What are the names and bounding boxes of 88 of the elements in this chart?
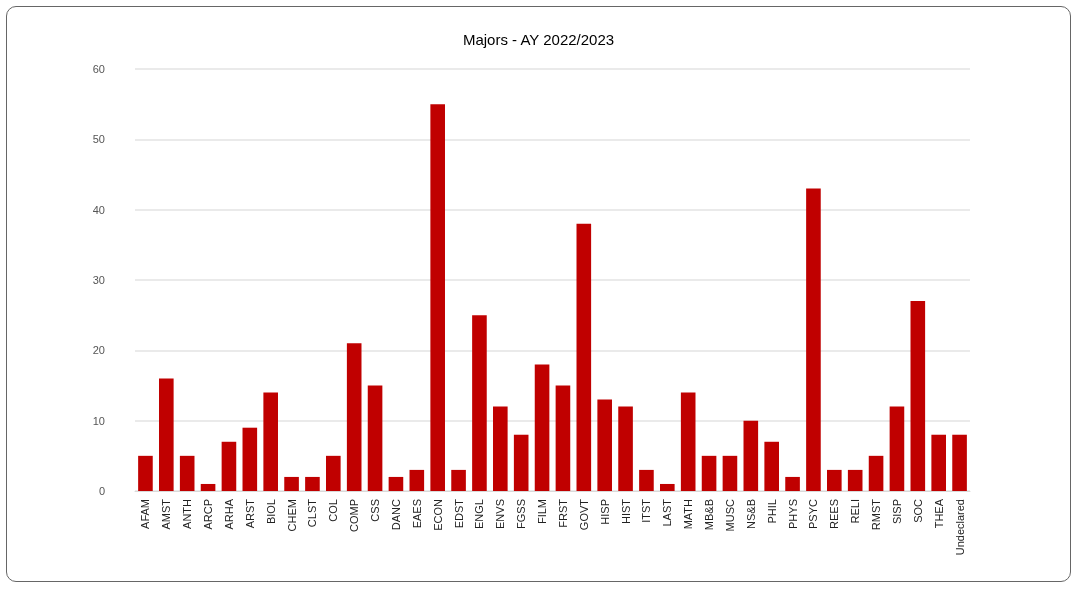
x-tick-label: PHIL (765, 499, 778, 524)
x-tick-label: MB&B (703, 499, 716, 531)
bar (660, 483, 675, 491)
x-tick-label: ECON (431, 498, 444, 531)
bar (534, 364, 550, 491)
x-tick-label: PSYC (807, 498, 820, 529)
x-tick-label: ARHA (222, 498, 235, 530)
bar (493, 406, 508, 491)
x-tick-label: REES (828, 499, 841, 529)
y-tick-label: 10 (92, 414, 105, 427)
bar (952, 434, 967, 491)
bar (722, 455, 738, 491)
x-tick-label: ITST (640, 498, 653, 523)
y-tick-label: 30 (92, 274, 105, 286)
x-tick-label: GOVT (577, 498, 590, 531)
bar (179, 455, 195, 491)
y-tick-label: 20 (92, 344, 105, 357)
x-tick-label: FILM (536, 499, 549, 525)
bar (806, 188, 821, 491)
bar (138, 455, 153, 491)
x-tick-label: PHYS (786, 499, 799, 529)
x-tick-label: SOC (911, 498, 924, 523)
x-tick-label: Undeclared (953, 499, 966, 556)
bar (764, 441, 779, 491)
y-tick-label: 0 (98, 485, 105, 497)
bar (743, 420, 759, 491)
x-tick-label: CSS (369, 499, 382, 522)
x-tick-label: FRST (556, 498, 569, 528)
bar (597, 399, 612, 491)
bar (367, 385, 383, 491)
bar (680, 392, 696, 491)
y-tick-label: 60 (92, 63, 105, 75)
bar (513, 434, 529, 491)
bar (785, 476, 800, 491)
x-tick-label: CHEM (285, 499, 298, 532)
bar (889, 406, 905, 491)
bar (701, 455, 717, 491)
bar (305, 476, 320, 491)
bar (910, 301, 926, 491)
x-tick-label: ENGL (473, 499, 486, 529)
x-tick-label: THEA (932, 498, 945, 529)
y-tick-label: 50 (92, 133, 105, 146)
x-tick-label: MUSC (723, 498, 736, 532)
x-tick-label: EDST (452, 498, 465, 529)
bar (472, 315, 487, 491)
x-tick-label: HISP (598, 499, 611, 525)
bar (409, 469, 425, 491)
bar (555, 385, 571, 491)
bar (284, 476, 299, 491)
x-tick-label: COMP (348, 499, 361, 532)
x-tick-label: ARST (243, 498, 256, 529)
x-tick-label: MATH (682, 498, 695, 530)
bar (263, 392, 278, 491)
bar (430, 104, 445, 491)
x-tick-label: COL (327, 499, 340, 522)
x-tick-label: RMST (870, 498, 883, 531)
x-tick-label: AFAM (139, 499, 152, 529)
bar (618, 406, 633, 491)
bar (931, 434, 946, 491)
bar (159, 378, 174, 491)
x-tick-label: AMST (160, 498, 173, 530)
x-tick-label: RELI (849, 499, 862, 524)
y-tick-label: 40 (92, 203, 105, 216)
bar (868, 455, 884, 491)
bar (827, 469, 842, 491)
bar (346, 343, 362, 491)
x-tick-label: SISP (890, 499, 903, 525)
bar (847, 469, 863, 491)
bar (576, 223, 592, 491)
x-tick-label: BIOL (264, 499, 277, 525)
x-tick-label: HIST (619, 498, 632, 525)
x-tick-label: EAES (410, 499, 423, 529)
bar (451, 469, 466, 491)
x-tick-label: CLST (306, 498, 319, 528)
x-tick-label: NS&B (744, 499, 757, 529)
x-tick-label: LAST (661, 498, 674, 527)
bar (388, 476, 404, 491)
bar (242, 427, 258, 491)
x-tick-label: ARCP (202, 499, 215, 530)
bar (639, 469, 654, 491)
x-tick-label: DANC (389, 498, 402, 531)
bar (200, 483, 216, 491)
bar (221, 441, 237, 491)
x-tick-label: ANTH (181, 498, 194, 529)
chart-title: Majors - AY 2022/2023 (462, 31, 615, 48)
x-tick-label: ENVS (494, 499, 507, 529)
bar (326, 455, 341, 491)
x-tick-label: FGSS (515, 499, 528, 529)
